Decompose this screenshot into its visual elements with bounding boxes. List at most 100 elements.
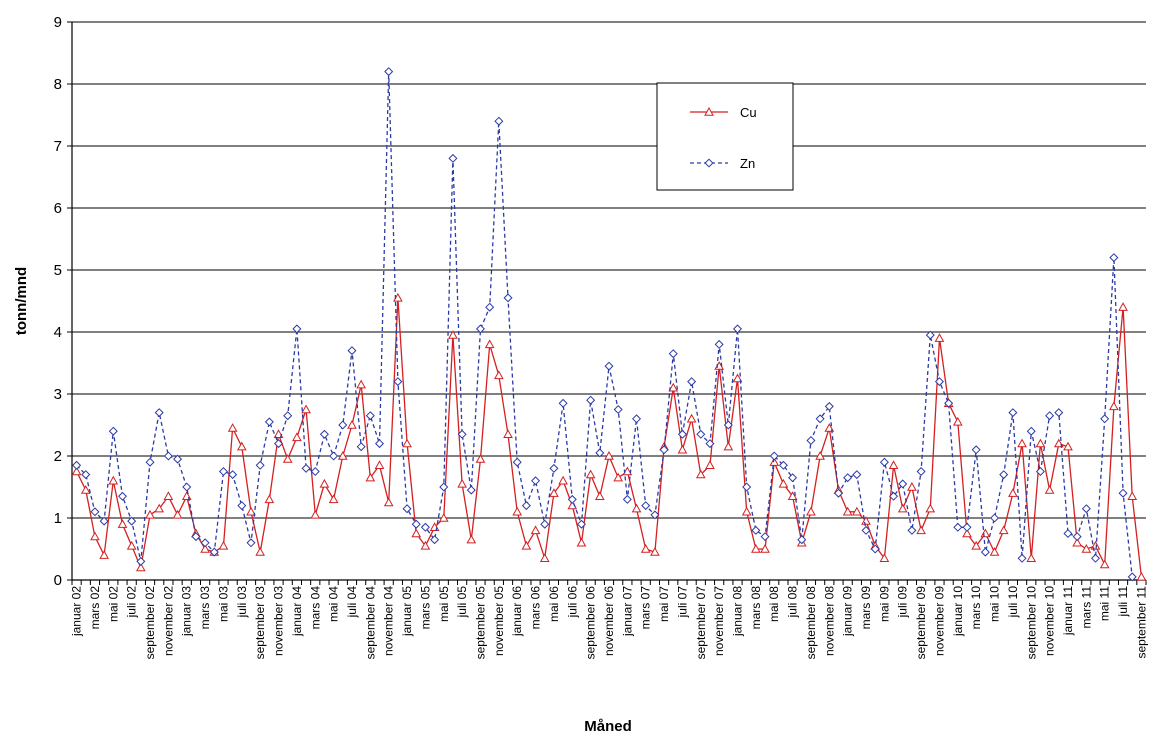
data-point-cu [90,531,100,541]
data-point-cu [686,413,697,423]
x-tick-label: november 09 [933,586,947,656]
x-tick-label: november 06 [602,586,616,656]
data-point-cu [907,481,917,491]
data-point-cu [1072,537,1083,547]
data-point-cu [760,543,770,553]
y-tick-label: 0 [54,572,62,589]
data-point-zn [1109,253,1119,263]
x-tick-label: januar 09 [841,586,855,637]
data-point-zn [1127,572,1137,582]
data-point-cu [411,528,422,538]
data-point-cu [255,547,266,556]
data-point-zn [733,324,743,334]
x-tick-label: mars 09 [859,586,873,630]
data-point-cu [154,503,165,513]
data-point-cu [925,503,936,513]
data-point-zn [622,494,632,504]
y-tick-label: 8 [54,76,62,93]
data-point-zn [576,519,586,529]
series-cu [71,292,1147,581]
data-point-zn [925,330,935,340]
data-point-zn [283,411,293,421]
data-point-cu [1081,543,1092,553]
data-point-cu [1127,491,1138,500]
data-point-cu [806,506,816,516]
data-point-cu [723,441,734,451]
data-point-cu [705,460,715,469]
y-tick-label: 1 [54,510,62,527]
data-point-zn [668,349,678,359]
x-tick-label: mai 06 [547,586,561,622]
data-point-zn [990,513,1000,523]
y-axis-title: tonn/mnd [13,267,30,335]
x-tick-label: november 10 [1043,586,1057,656]
x-tick-label: mars 10 [969,586,983,630]
series-layer [71,67,1147,582]
data-point-zn [788,473,798,483]
data-point-zn [209,547,219,557]
data-point-zn [549,463,559,473]
data-point-cu [842,506,853,516]
data-point-zn [999,470,1009,480]
data-point-cu [246,506,256,516]
data-point-zn [81,470,91,480]
y-tick-label: 7 [54,138,62,155]
data-point-cu [236,441,247,451]
data-point-cu [218,540,229,550]
x-tick-label: juli 06 [565,586,579,619]
data-point-cu [319,478,330,488]
data-point-cu [897,503,908,513]
data-point-zn [393,377,403,387]
data-point-cu [778,478,789,488]
x-tick-label: mai 07 [657,586,671,622]
data-point-zn [824,401,834,411]
data-point-cu [71,466,82,476]
data-point-zn [1045,411,1055,421]
x-tick-label: september 07 [694,586,708,660]
data-point-zn [714,339,724,349]
x-tick-label: mai 02 [106,586,120,622]
x-tick-label: september 08 [804,586,818,660]
data-point-cu [622,466,633,476]
data-point-zn [705,439,715,449]
x-tick-label: mars 02 [88,586,102,630]
data-point-zn [723,420,733,430]
data-point-cu [851,506,862,516]
data-point-cu [126,540,137,550]
data-point-cu [163,491,174,500]
x-tick-label: september 09 [914,586,928,660]
data-point-zn [466,485,476,495]
data-point-cu [484,339,495,349]
data-point-cu [631,503,642,513]
legend-entry-zn: Zn [690,156,755,171]
x-tick-label: januar 06 [510,586,524,637]
data-point-zn [90,507,100,517]
data-point-zn [1091,553,1101,563]
data-point-zn [687,377,697,387]
data-point-cu [402,438,412,448]
data-point-cu [989,547,1000,556]
data-point-cu [457,478,467,488]
data-point-cu [604,450,614,460]
data-point-zn [907,525,917,535]
series-line-cu [76,297,1143,577]
x-tick-label: mars 07 [639,586,653,630]
data-point-zn [1017,553,1027,563]
data-point-zn [457,429,467,439]
data-point-zn [347,346,357,356]
x-tick-label: januar 03 [180,586,194,637]
x-tick-label: januar 02 [70,586,84,637]
x-tick-label: januar 11 [1061,586,1075,636]
x-tick-label: januar 04 [290,586,304,637]
x-tick-label: september 05 [474,586,488,660]
data-point-cu [650,547,660,556]
data-point-cu [475,454,486,463]
data-point-zn [411,519,421,529]
data-point-cu [769,457,780,466]
data-point-cu [99,550,109,559]
x-tick-label: juli 04 [345,586,359,619]
data-point-zn [540,519,550,529]
data-point-zn [944,398,954,408]
x-tick-label: september 06 [584,586,598,660]
y-tick-label: 5 [54,262,62,279]
